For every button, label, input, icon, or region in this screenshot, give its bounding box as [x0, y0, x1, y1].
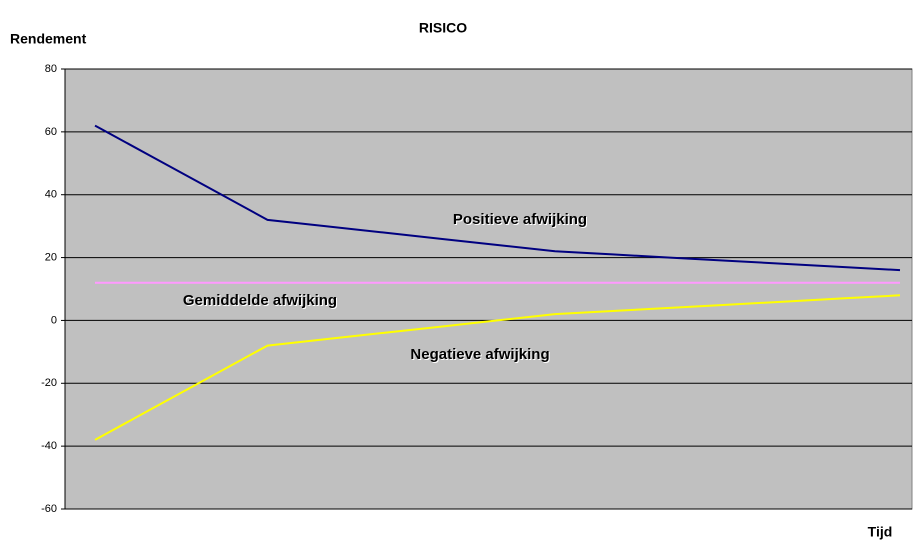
series-label: Gemiddelde afwijking	[183, 292, 337, 309]
y-axis-label: Rendement	[10, 31, 87, 47]
series-label-shadow: Negatieve afwijking	[411, 347, 550, 364]
y-tick-label: -60	[41, 503, 57, 515]
y-tick-label: 20	[45, 251, 57, 263]
y-tick-label: 80	[45, 63, 57, 75]
series-label: Negatieve afwijking	[410, 346, 549, 363]
y-tick-label: 0	[51, 314, 57, 326]
series-label: Positieve afwijking	[453, 211, 587, 228]
series-label-shadow: Positieve afwijking	[454, 212, 588, 229]
series-line	[94, 294, 901, 441]
series-line	[94, 124, 901, 272]
series-label-shadow: Gemiddelde afwijking	[184, 293, 338, 310]
y-tick-label: 60	[45, 126, 57, 138]
x-axis-label: Tijd	[868, 524, 893, 540]
chart-title: RISICO	[419, 20, 467, 36]
plot-area	[64, 68, 913, 510]
y-tick-label: -20	[41, 377, 57, 389]
y-tick-label: -40	[41, 440, 57, 452]
y-tick-label: 40	[45, 189, 57, 201]
